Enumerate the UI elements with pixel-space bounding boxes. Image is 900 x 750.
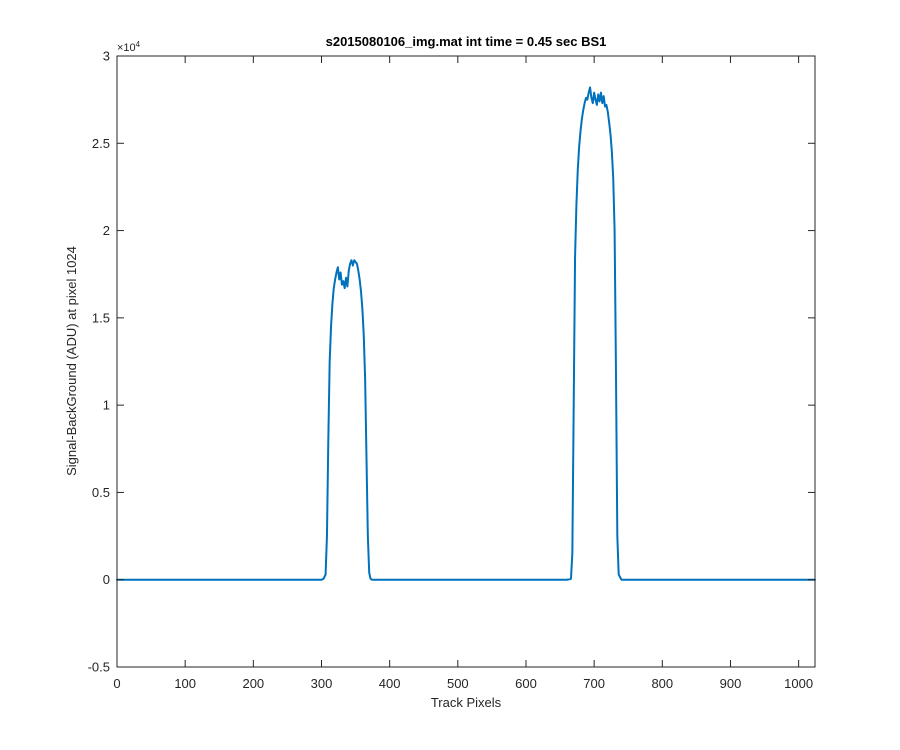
y-tick-label: 3 bbox=[103, 49, 110, 64]
x-tick-label: 800 bbox=[651, 676, 673, 691]
y-tick-label: 1.5 bbox=[92, 310, 110, 325]
y-axis-label: Signal-BackGround (ADU) at pixel 1024 bbox=[64, 246, 79, 476]
y-axis: -0.5 0 0.5 1 1.5 2 2.5 3 bbox=[88, 49, 815, 675]
x-tick-label: 400 bbox=[379, 676, 401, 691]
x-tick-label: 900 bbox=[720, 676, 742, 691]
y-tick-label: 0.5 bbox=[92, 485, 110, 500]
y-axis-multiplier-exponent: 4 bbox=[136, 40, 141, 49]
series-line-0 bbox=[116, 86, 816, 581]
x-tick-label: 100 bbox=[174, 676, 196, 691]
x-axis: 0 100 200 300 400 500 600 700 800 900 1000 bbox=[113, 56, 813, 691]
axes-box bbox=[116, 55, 816, 668]
x-tick-label: 600 bbox=[515, 676, 537, 691]
x-tick-label: 700 bbox=[583, 676, 605, 691]
plot-area bbox=[117, 56, 815, 667]
x-tick-label: 200 bbox=[242, 676, 264, 691]
x-tick-label: 500 bbox=[447, 676, 469, 691]
series-layer bbox=[116, 86, 816, 581]
y-axis-multiplier: ×104 bbox=[117, 40, 141, 54]
x-tick-label: 300 bbox=[311, 676, 333, 691]
y-tick-label: -0.5 bbox=[88, 660, 110, 675]
y-tick-label: 2 bbox=[103, 223, 110, 238]
y-tick-label: 1 bbox=[103, 398, 110, 413]
x-tick-label: 1000 bbox=[784, 676, 813, 691]
chart-title: s2015080106_img.mat int time = 0.45 sec … bbox=[326, 34, 607, 49]
x-tick-label: 0 bbox=[113, 676, 120, 691]
y-tick-label: 2.5 bbox=[92, 136, 110, 151]
y-tick-label: 0 bbox=[103, 572, 110, 587]
x-axis-label: Track Pixels bbox=[431, 695, 502, 710]
y-axis-multiplier-base: ×10 bbox=[117, 42, 136, 54]
